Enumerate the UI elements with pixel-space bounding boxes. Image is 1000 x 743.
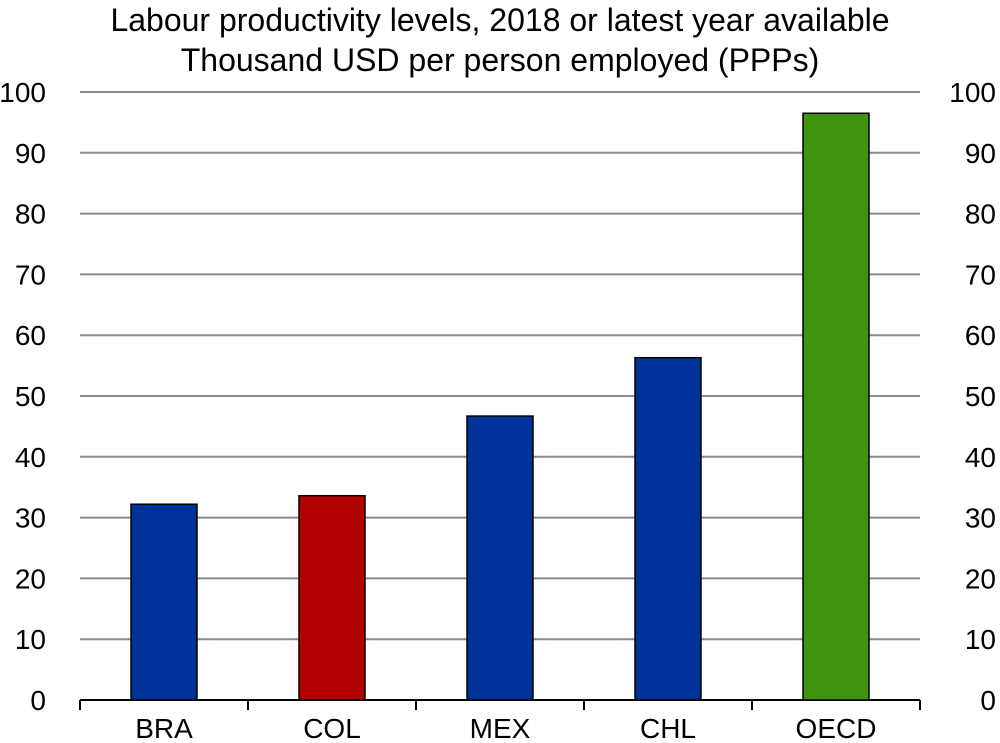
- y-tick-label-left: 0: [30, 685, 46, 716]
- y-tick-label-right: 50: [965, 381, 996, 412]
- y-tick-label-right: 30: [965, 503, 996, 534]
- x-tick-label: CHL: [640, 713, 696, 743]
- y-tick-label-right: 60: [965, 320, 996, 351]
- y-tick-label-right: 80: [965, 199, 996, 230]
- y-tick-label-right: 90: [965, 138, 996, 169]
- y-tick-label-left: 20: [15, 563, 46, 594]
- x-tick-label: COL: [303, 713, 361, 743]
- y-tick-label-right: 40: [965, 442, 996, 473]
- bar-col: [298, 494, 366, 701]
- y-tick-label-left: 50: [15, 381, 46, 412]
- y-tick-label-left: 100: [0, 77, 46, 108]
- y-tick-label-left: 30: [15, 503, 46, 534]
- y-tick-label-left: 10: [15, 624, 46, 655]
- y-tick-label-right: 70: [965, 259, 996, 290]
- y-tick-label-right: 0: [980, 685, 996, 716]
- x-tick-label: OECD: [796, 713, 877, 743]
- y-tick-label-left: 90: [15, 138, 46, 169]
- x-tick-label: MEX: [470, 713, 531, 743]
- y-tick-label-left: 40: [15, 442, 46, 473]
- bar-mex: [466, 415, 534, 701]
- y-tick-label-left: 60: [15, 320, 46, 351]
- y-tick-label-left: 80: [15, 199, 46, 230]
- y-tick-label-right: 20: [965, 563, 996, 594]
- bar-chl: [634, 356, 702, 701]
- x-tick-label: BRA: [135, 713, 193, 743]
- chart-subtitle: Thousand USD per person employed (PPPs): [180, 42, 820, 78]
- y-tick-label-right: 10: [965, 624, 996, 655]
- chart-title: Labour productivity levels, 2018 or late…: [110, 2, 890, 38]
- bar-bra: [130, 503, 198, 701]
- y-tick-label-right: 100: [949, 77, 996, 108]
- y-tick-label-left: 70: [15, 259, 46, 290]
- bar-oecd: [802, 112, 870, 701]
